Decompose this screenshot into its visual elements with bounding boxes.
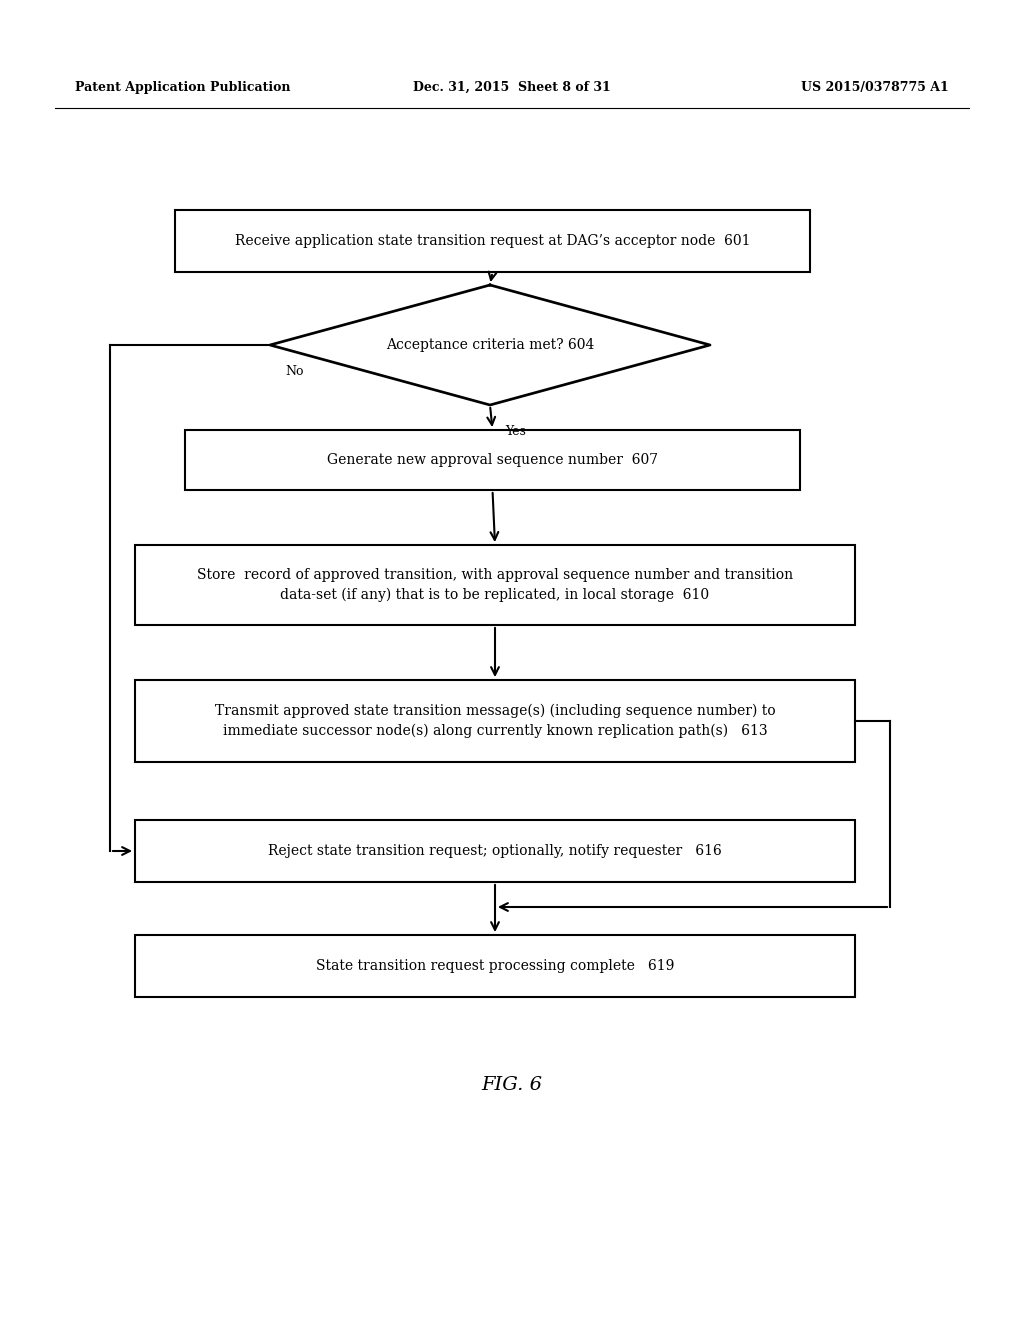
Text: Receive application state transition request at DAG’s acceptor node  601: Receive application state transition req…: [234, 234, 751, 248]
Text: Reject state transition request; optionally, notify requester   616: Reject state transition request; optiona…: [268, 843, 722, 858]
Text: Acceptance criteria met? 604: Acceptance criteria met? 604: [386, 338, 594, 352]
Text: FIG. 6: FIG. 6: [481, 1076, 543, 1094]
Text: State transition request processing complete   619: State transition request processing comp…: [315, 960, 674, 973]
Text: Store  record of approved transition, with approval sequence number and transiti: Store record of approved transition, wit…: [197, 568, 793, 602]
Text: No: No: [285, 366, 303, 378]
Text: Yes: Yes: [505, 425, 526, 438]
Text: Patent Application Publication: Patent Application Publication: [75, 81, 291, 94]
FancyBboxPatch shape: [135, 820, 855, 882]
FancyBboxPatch shape: [135, 935, 855, 997]
FancyBboxPatch shape: [185, 430, 800, 490]
Text: Transmit approved state transition message(s) (including sequence number) to
imm: Transmit approved state transition messa…: [215, 704, 775, 738]
Polygon shape: [270, 285, 710, 405]
Text: Dec. 31, 2015  Sheet 8 of 31: Dec. 31, 2015 Sheet 8 of 31: [413, 81, 611, 94]
FancyBboxPatch shape: [135, 680, 855, 762]
FancyBboxPatch shape: [175, 210, 810, 272]
Text: Generate new approval sequence number  607: Generate new approval sequence number 60…: [327, 453, 658, 467]
Text: US 2015/0378775 A1: US 2015/0378775 A1: [801, 81, 949, 94]
FancyBboxPatch shape: [135, 545, 855, 624]
